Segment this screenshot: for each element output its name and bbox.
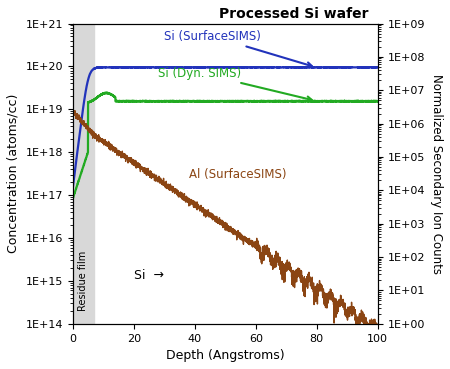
- Text: Residue film: Residue film: [78, 251, 88, 311]
- Text: Si  →: Si →: [134, 269, 164, 283]
- Text: Al (SurfaceSIMS): Al (SurfaceSIMS): [189, 168, 286, 181]
- Y-axis label: Concentration (atoms/cc): Concentration (atoms/cc): [7, 94, 20, 254]
- Text: Si (Dyn. SIMS): Si (Dyn. SIMS): [158, 66, 312, 101]
- X-axis label: Depth (Angstroms): Depth (Angstroms): [166, 349, 284, 362]
- Text: Processed Si wafer: Processed Si wafer: [219, 7, 369, 21]
- Bar: [73, 24, 94, 324]
- Y-axis label: Normalized Secondary Ion Counts: Normalized Secondary Ion Counts: [430, 74, 443, 274]
- Text: Si (SurfaceSIMS): Si (SurfaceSIMS): [164, 30, 312, 67]
